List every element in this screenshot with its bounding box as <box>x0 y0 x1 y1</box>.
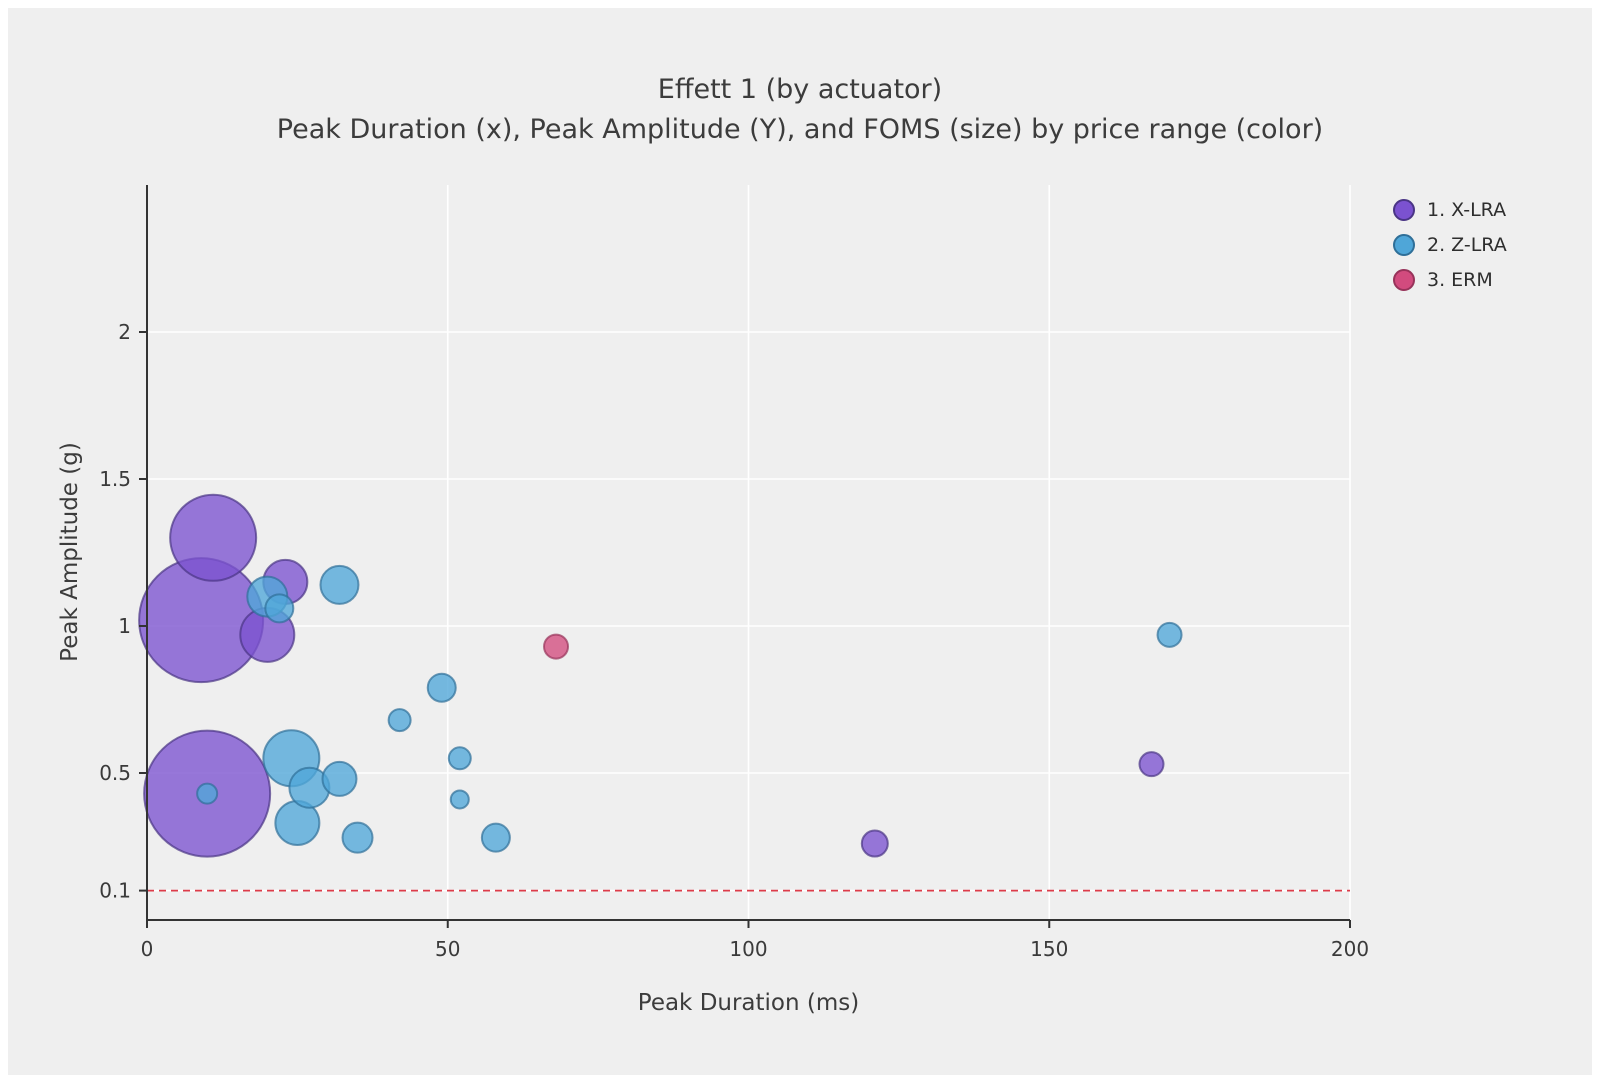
bubble-series-2 <box>426 672 457 703</box>
legend-label-z-lra: 2. Z-LRA <box>1427 234 1507 256</box>
legend-swatch-erm-icon <box>1393 269 1415 291</box>
y-tick-label: 0.1 <box>99 879 131 903</box>
y-tick-label: 1.5 <box>99 467 131 491</box>
bubble-series-2 <box>387 708 412 733</box>
bubble-series-2 <box>321 760 358 797</box>
x-tick-label: 0 <box>141 937 154 961</box>
bubble-series-1 <box>169 493 258 582</box>
x-tick-label: 50 <box>435 937 460 961</box>
bubble-series-2 <box>447 746 472 771</box>
legend-item-z-lra: 2. Z-LRA <box>1393 233 1507 257</box>
legend-label-erm: 3. ERM <box>1427 269 1493 291</box>
y-tick-label: 0.5 <box>99 761 131 785</box>
y-axis-title: Peak Amplitude (g) <box>57 442 83 662</box>
x-axis-title: Peak Duration (ms) <box>637 990 860 1016</box>
bubble-series-2 <box>319 564 360 605</box>
y-tick-label: 2 <box>118 320 131 344</box>
bubble-series-2 <box>449 789 470 810</box>
legend-swatch-z-lra-icon <box>1393 234 1415 256</box>
bubble-series-2 <box>341 821 374 854</box>
bubble-series-2 <box>1156 621 1183 648</box>
legend-item-x-lra: 1. X-LRA <box>1393 198 1507 222</box>
y-tick-label: 1 <box>118 614 131 638</box>
bubble-series-2 <box>264 593 295 624</box>
legend-label-x-lra: 1. X-LRA <box>1427 199 1507 221</box>
bubble-series-2 <box>196 782 219 805</box>
legend-swatch-x-lra-icon <box>1393 199 1415 221</box>
bubble-series-1 <box>1138 751 1165 778</box>
bubble-series-3 <box>543 633 570 660</box>
legend-item-erm: 3. ERM <box>1393 268 1507 292</box>
legend: 1. X-LRA 2. Z-LRA 3. ERM <box>1393 198 1507 292</box>
bubble-series-2 <box>480 822 511 853</box>
chart-subtitle: Peak Duration (x), Peak Amplitude (Y), a… <box>276 114 1324 145</box>
x-tick-label: 150 <box>1030 937 1068 961</box>
chart-title: Effett 1 (by actuator) <box>657 74 943 105</box>
x-tick-label: 100 <box>729 937 767 961</box>
bubble-series-1 <box>860 829 889 858</box>
x-tick-label: 200 <box>1331 937 1369 961</box>
